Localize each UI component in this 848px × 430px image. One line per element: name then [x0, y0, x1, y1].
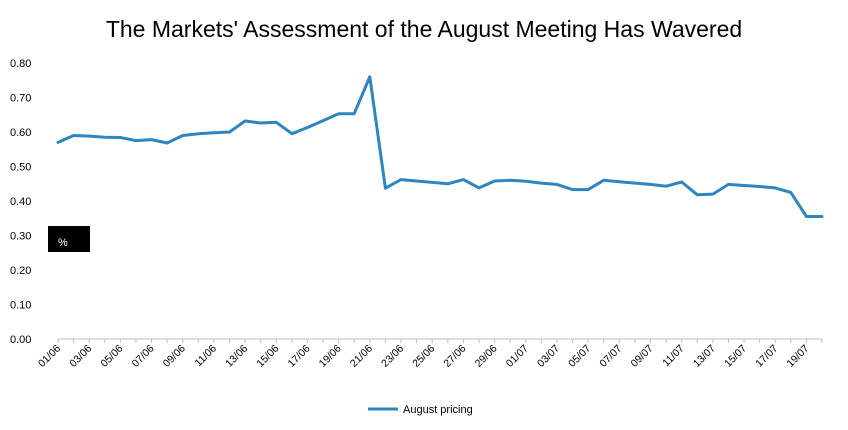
unit-box-background	[48, 226, 90, 252]
x-tick-label: 01/07	[504, 343, 531, 370]
x-tick-label: 05/06	[98, 343, 125, 370]
x-tick-label: 09/07	[629, 343, 656, 370]
x-tick-label: 17/06	[286, 343, 313, 370]
x-tick-label: 07/06	[130, 343, 157, 370]
x-tick-label: 13/07	[691, 343, 718, 370]
unit-label: %	[58, 237, 68, 249]
chart-title: The Markets' Assessment of the August Me…	[105, 16, 743, 42]
x-tick-label: 29/06	[473, 343, 500, 370]
y-tick-label: 0.50	[10, 162, 31, 174]
y-tick-label: 0.10	[10, 300, 31, 312]
y-tick-label: 0.00	[10, 334, 31, 346]
y-tick-label: 0.40	[10, 196, 31, 208]
x-tick-label: 13/06	[223, 343, 250, 370]
x-tick-label: 21/06	[348, 343, 375, 370]
y-tick-label: 0.20	[10, 265, 31, 277]
x-tick-label: 19/07	[784, 343, 811, 370]
x-tick-label: 25/06	[410, 343, 437, 370]
x-tick-label: 19/06	[317, 343, 344, 370]
legend-label: August pricing	[403, 404, 473, 416]
y-tick-label: 0.60	[10, 127, 31, 139]
x-tick-label: 17/07	[753, 343, 780, 370]
x-tick-label: 03/07	[535, 343, 562, 370]
x-axis: 01/06 03/06 05/06 07/06 09/06 11/06 13/06 15/06…	[36, 338, 823, 370]
legend: August pricing	[368, 404, 473, 416]
y-axis: 0.00 0.10 0.20 0.30 0.40 0.50 0.60 0.70 0.80	[10, 58, 31, 346]
unit-box: %	[48, 226, 90, 252]
y-tick-label: 0.80	[10, 58, 31, 70]
x-tick-label: 23/06	[379, 343, 406, 370]
x-tick-label: 27/06	[441, 343, 468, 370]
x-tick-label: 11/07	[660, 343, 687, 370]
x-tick-label: 15/06	[254, 343, 281, 370]
x-tick-label: 05/07	[566, 343, 593, 370]
x-tick-label: 15/07	[722, 343, 749, 370]
x-tick-label: 09/06	[161, 343, 188, 370]
x-tick-label: 01/06	[36, 343, 63, 370]
x-tick-label: 11/06	[193, 343, 220, 370]
series-lines	[56, 75, 824, 218]
x-tick-label: 03/06	[67, 343, 94, 370]
y-tick-label: 0.30	[10, 231, 31, 243]
y-tick-label: 0.70	[10, 93, 31, 105]
series-line-august-pricing	[56, 75, 824, 218]
x-tick-label: 07/07	[597, 343, 624, 370]
